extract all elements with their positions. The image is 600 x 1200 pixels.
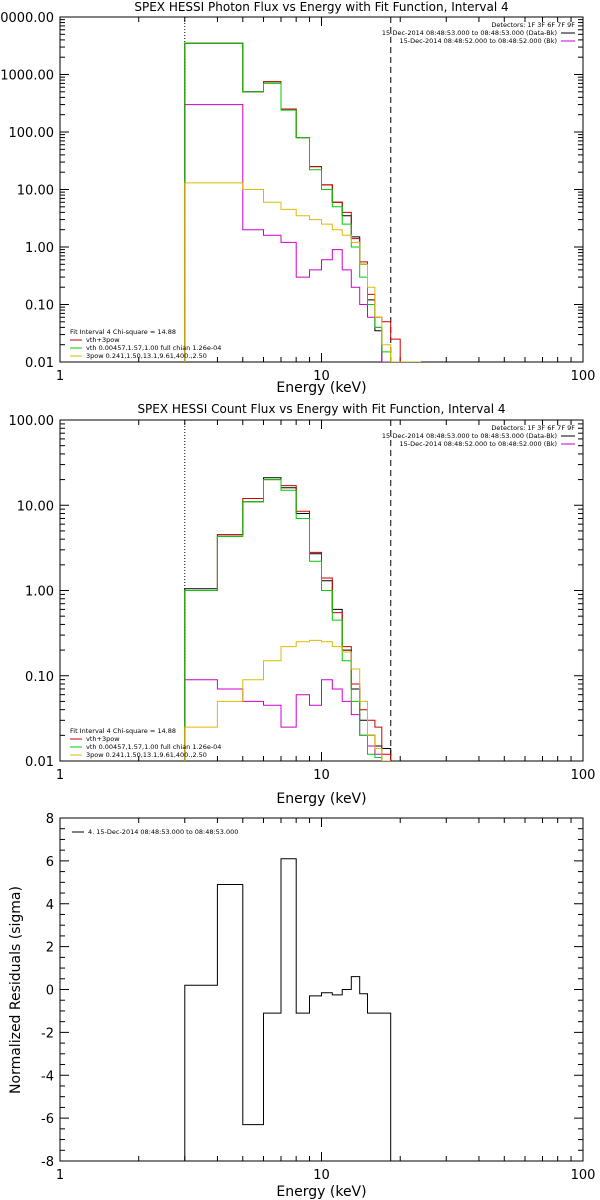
- y-tick-label: 1.00: [25, 585, 54, 600]
- series-bk-line: [184, 104, 421, 362]
- y-tick-label: -6: [41, 1112, 54, 1127]
- legend-entry-text: vth 0.00457,1.57,1.00 full chian 1.26e-0…: [86, 743, 221, 751]
- plot-panel-2: SPEX HESSI Count Flux vs Energy with Fit…: [9, 402, 596, 807]
- legend-entry-text: 3pow 0.241,1.50,13.1,9.61,400.,2.50: [86, 352, 207, 360]
- legend-entry-text: 15-Dec-2014 08:48:52.000 to 08:48:52.000…: [400, 440, 558, 448]
- y-tick-label: -2: [41, 1026, 54, 1041]
- legend-entry-text: 15-Dec-2014 08:48:53.000 to 08:48:53.000…: [382, 432, 557, 440]
- legend-entry-text: 15-Dec-2014 08:48:52.000 to 08:48:52.000…: [400, 37, 558, 45]
- legend-header: Detectors: 1F 3F 6F 7F 9F: [491, 21, 575, 29]
- y-tick-label: 1.00: [25, 241, 54, 256]
- legend-header: Fit Interval 4 Chi-square = 14.88: [70, 328, 176, 336]
- y-tick-label: 8: [46, 812, 54, 827]
- y-tick-label: -8: [41, 1155, 54, 1170]
- legend-entry-text: vth+3pow: [86, 735, 120, 743]
- x-tick-label: 10: [313, 768, 330, 783]
- y-tick-label: 6: [46, 855, 54, 870]
- y-tick-label: -4: [41, 1069, 54, 1084]
- y-axis-label: Normalized Residuals (sigma): [8, 886, 24, 1094]
- legend-entry-text: vth+3pow: [86, 336, 120, 344]
- chart-title: SPEX HESSI Count Flux vs Energy with Fit…: [137, 402, 505, 416]
- legend-entry-text: vth 0.00457,1.57,1.00 full chian 1.26e-0…: [86, 344, 221, 352]
- y-tick-label: 0.01: [25, 356, 54, 371]
- legend-header: Detectors: 1F 3F 6F 7F 9F: [491, 424, 575, 432]
- x-axis-label: Energy (keV): [276, 1184, 366, 1200]
- x-tick-label: 1: [56, 1168, 64, 1183]
- y-tick-label: 100.00: [9, 414, 55, 429]
- series-vth-line: [184, 479, 391, 761]
- series-residuals-line: [184, 858, 392, 1161]
- x-tick-label: 1: [56, 369, 64, 384]
- y-tick-label: 10.00: [17, 499, 54, 514]
- legend-entry-text: 4. 15-Dec-2014 08:48:53.000 to 08:48:53.…: [88, 828, 238, 836]
- y-tick-label: 1000.00: [0, 69, 54, 84]
- y-tick-label: 100.00: [9, 126, 55, 141]
- legend-entry-text: 3pow 0.241,1.50,13.1,9.61,400.,2.50: [86, 751, 207, 759]
- plot-frame: [59, 817, 584, 1162]
- legend-header: Fit Interval 4 Chi-square = 14.88: [70, 727, 176, 735]
- x-tick-label: 100: [571, 768, 596, 783]
- series-vth-line: [184, 42, 421, 362]
- x-axis-label: Energy (keV): [276, 791, 366, 807]
- x-tick-label: 10: [313, 369, 330, 384]
- series-vth-3pow-line: [184, 479, 392, 761]
- y-tick-label: 0.10: [25, 670, 54, 685]
- chart-title: SPEX HESSI Photon Flux vs Energy with Fi…: [134, 0, 508, 14]
- series-3pow-line: [184, 639, 391, 761]
- y-tick-label: 0: [46, 984, 54, 999]
- x-axis-label: Energy (keV): [276, 380, 366, 396]
- y-tick-label: 10.00: [17, 184, 54, 199]
- plot-panel-3: 1 10 100 8 6 4 2 0 -2 -4 -6 -8 Energy (keV) Normalize…: [8, 812, 595, 1200]
- y-tick-label: 2: [46, 941, 54, 956]
- y-tick-label: 0.01: [25, 755, 54, 770]
- x-tick-label: 100: [571, 1168, 596, 1183]
- y-tick-label: 4: [46, 898, 54, 913]
- legend-entry-text: 15-Dec-2014 08:48:53.000 to 08:48:53.000…: [382, 29, 557, 37]
- series-3pow-line: [184, 182, 421, 362]
- series-data-bk-line: [184, 42, 421, 362]
- x-tick-label: 100: [571, 369, 596, 384]
- plot-panel-1: SPEX HESSI Photon Flux vs Energy with Fi…: [0, 0, 595, 396]
- series-vth-3pow-line: [184, 42, 421, 362]
- y-tick-label: 0.10: [25, 299, 54, 314]
- x-tick-label: 10: [313, 1168, 330, 1183]
- x-tick-label: 1: [56, 768, 64, 783]
